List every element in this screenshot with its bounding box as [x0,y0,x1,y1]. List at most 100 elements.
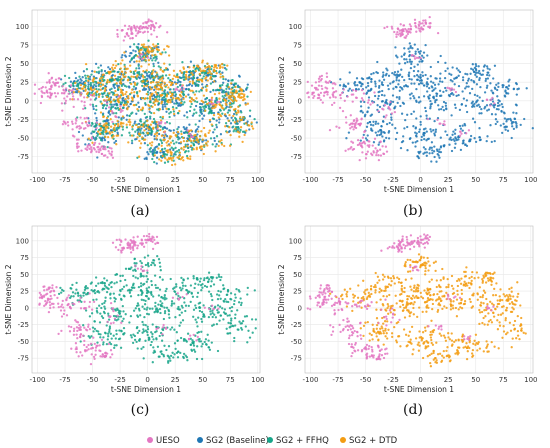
scatter-point [96,341,99,344]
scatter-point [248,124,251,127]
scatter-point [364,292,367,296]
scatter-point [176,356,180,359]
scatter-point [179,351,182,355]
scatter-point [115,64,118,67]
scatter-point [134,87,137,91]
scatter-point [251,331,254,334]
scatter-point [450,87,454,90]
scatter-point [93,357,96,361]
scatter-point [420,135,423,139]
scatter-point [155,327,158,331]
scatter-point [371,144,374,147]
scatter-point [523,117,526,121]
scatter-point [91,70,94,73]
scatter-point [450,284,454,288]
scatter-point [217,311,220,314]
scatter-point [491,91,494,94]
scatter-point [438,290,441,293]
scatter-point [412,290,416,293]
scatter-point [226,64,229,67]
scatter-point [359,139,362,142]
scatter-point [174,99,178,102]
scatter-point [507,297,510,301]
scatter-point [198,337,201,341]
scatter-point [509,297,512,301]
scatter-point [410,297,414,300]
scatter-point [131,284,135,287]
scatter-point [380,125,383,128]
scatter-point [122,75,125,79]
scatter-point [141,84,144,88]
scatter-point [372,120,375,123]
scatter-point [123,51,126,54]
scatter-point [79,296,82,300]
scatter-point [128,114,131,117]
scatter-point [153,349,156,352]
scatter-point [186,332,190,335]
scatter-point [166,44,169,48]
scatter-point [406,85,410,88]
scatter-point [176,88,179,91]
scatter-point [196,331,199,335]
scatter-point [196,78,199,81]
scatter-point [205,343,208,346]
scatter-point [201,59,204,62]
scatter-point [61,109,64,112]
scatter-point [382,294,385,298]
scatter-point [48,301,51,304]
scatter-point [224,113,227,116]
scatter-point [230,88,233,91]
scatter-point [421,71,424,74]
scatter-point [370,292,373,296]
scatter-point [237,105,240,108]
scatter-point [163,152,166,156]
scatter-point [119,243,122,247]
scatter-point [339,78,342,81]
scatter-point [372,151,375,154]
scatter-point [384,145,388,148]
scatter-point [222,300,226,303]
scatter-point [504,86,508,89]
scatter-point [131,32,134,35]
scatter-point [377,143,380,146]
scatter-point [76,98,80,101]
scatter-point [106,320,109,324]
scatter-point [155,145,159,148]
scatter-point [137,293,140,297]
scatter-point [387,87,390,91]
scatter-point [169,277,172,281]
scatter-point [198,340,201,343]
scatter-point [160,144,163,147]
scatter-point [389,284,393,287]
scatter-point [125,114,129,117]
scatter-point [239,96,243,99]
scatter-point [130,139,134,142]
scatter-point [496,299,499,302]
scatter-point [112,321,115,324]
scatter-point [99,77,102,80]
scatter-point [415,56,418,59]
scatter-point [350,140,353,143]
scatter-point [240,326,243,330]
scatter-point [210,123,213,126]
scatter-point [355,119,358,123]
scatter-point [163,95,166,98]
scatter-point [319,91,323,95]
scatter-point [130,241,134,244]
scatter-point [96,290,99,293]
scatter-point [144,46,147,49]
scatter-point [461,129,464,132]
scatter-point [487,108,491,111]
scatter-point [389,82,392,85]
scatter-point [98,344,101,347]
panel-label: (c) [131,402,150,418]
scatter-point [231,324,234,327]
scatter-point [408,50,411,53]
scatter-point [398,73,402,76]
scatter-point [112,126,116,130]
scatter-point [367,140,370,143]
scatter-point [84,107,87,110]
scatter-point [464,87,467,90]
scatter-point [456,289,459,293]
scatter-point [478,96,481,99]
